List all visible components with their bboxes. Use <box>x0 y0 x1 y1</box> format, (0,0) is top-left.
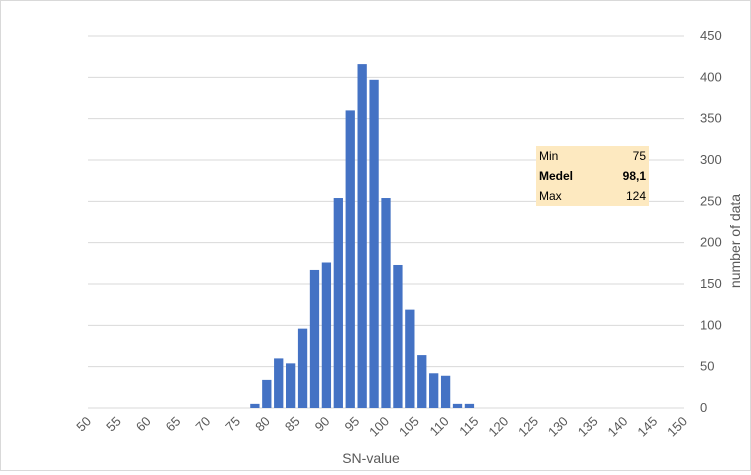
x-tick-label: 95 <box>341 414 362 435</box>
histogram-bar <box>417 355 427 408</box>
histogram-bar <box>333 198 343 408</box>
y-tick-label: 450 <box>700 28 722 43</box>
histogram-bar <box>345 110 355 409</box>
x-tick-label: 90 <box>312 414 333 435</box>
x-tick-label: 140 <box>605 414 631 440</box>
x-tick-label: 70 <box>192 414 213 435</box>
histogram-bar <box>429 373 439 408</box>
x-tick-labels: 50 55 60 65 70 75 80 85 90 95 100 105 110 115 120 125 13… <box>73 414 690 440</box>
y-tick-label: 400 <box>700 69 722 84</box>
histogram-bar <box>309 269 320 408</box>
stats-row-mean: Medel 98,1 <box>536 166 649 186</box>
x-tick-label: 150 <box>664 414 690 440</box>
mean-value: 98,1 <box>622 169 646 183</box>
y-axis-label: number of data <box>727 194 743 288</box>
x-tick-label: 145 <box>634 414 660 440</box>
y-tick-label: 50 <box>700 359 714 374</box>
mean-label: Medel <box>539 169 574 183</box>
histogram-bar <box>369 79 379 409</box>
histogram-bar <box>405 309 415 408</box>
y-tick-label: 0 <box>700 400 707 415</box>
histogram-bar <box>440 375 451 408</box>
min-value: 75 <box>632 149 646 163</box>
histogram-bar <box>274 358 284 408</box>
stats-row-min: Min 75 <box>536 146 649 166</box>
histogram-bar <box>250 403 260 408</box>
histogram-bar <box>357 64 367 409</box>
histogram-bar <box>464 403 475 408</box>
x-axis-label: SN-value <box>342 450 400 466</box>
y-tick-label: 100 <box>700 317 722 332</box>
y-tick-labels: 0 50 100 150 200 250 300 350 400 450 <box>700 28 722 415</box>
stats-row-max: Max 124 <box>536 186 649 206</box>
x-tick-label: 115 <box>456 414 481 439</box>
y-tick-label: 350 <box>700 111 722 126</box>
histogram-bar <box>297 328 308 408</box>
x-tick-label: 75 <box>222 414 243 435</box>
x-tick-label: 120 <box>485 414 511 440</box>
min-label: Min <box>539 149 559 163</box>
x-tick-label: 50 <box>73 414 94 435</box>
x-tick-label: 80 <box>252 414 273 435</box>
y-tick-label: 200 <box>700 235 722 250</box>
x-tick-label: 130 <box>545 414 571 440</box>
x-tick-label: 125 <box>515 414 541 440</box>
y-tick-label: 300 <box>700 152 722 167</box>
max-label: Max <box>539 189 562 203</box>
x-tick-label: 135 <box>575 414 601 440</box>
x-tick-label: 60 <box>133 414 154 435</box>
y-tick-label: 150 <box>700 276 722 291</box>
x-tick-label: 55 <box>103 414 124 435</box>
x-tick-label: 110 <box>426 414 451 439</box>
x-tick-label: 100 <box>366 414 392 440</box>
bars <box>250 64 475 409</box>
max-value: 124 <box>625 189 646 203</box>
histogram-bar <box>381 198 391 408</box>
histogram-bar <box>285 363 296 408</box>
x-tick-label: 65 <box>163 414 184 435</box>
y-tick-label: 250 <box>700 193 722 208</box>
histogram-bar <box>321 262 332 408</box>
x-tick-label: 105 <box>396 414 422 440</box>
histogram-bar <box>262 379 272 408</box>
histogram-bar <box>452 403 463 408</box>
stats-table: Min 75 Medel 98,1 Max 124 <box>536 146 649 206</box>
x-tick-label: 85 <box>282 414 303 435</box>
histogram-bar <box>393 264 403 408</box>
